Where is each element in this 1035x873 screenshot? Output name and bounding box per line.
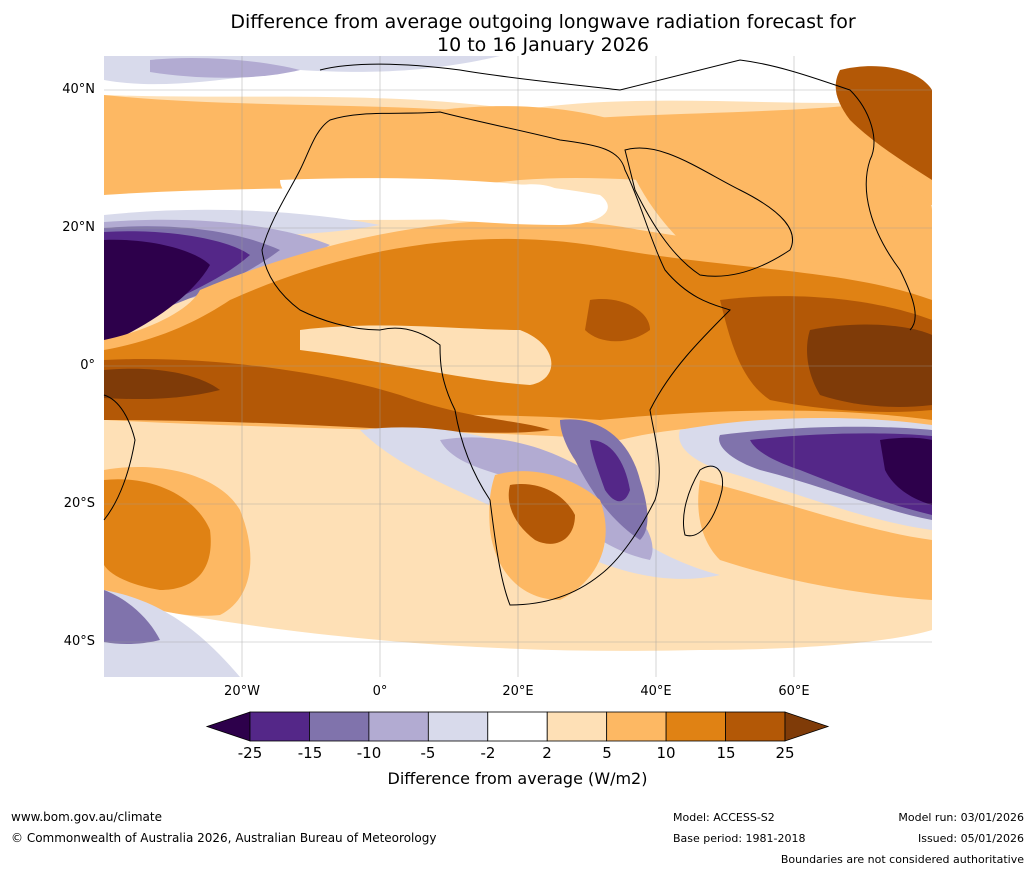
footer-disclaimer: Boundaries are not considered authoritat… [780, 853, 1024, 866]
footer-issued: Issued: 05/01/2026 [917, 832, 1024, 845]
southern-africa-brown [508, 484, 575, 544]
map-title-line1: Difference from average outgoing longwav… [230, 11, 856, 33]
colorbar-tick-label: 15 [716, 744, 736, 762]
footer-copyright: © Commonwealth of Australia 2026, Austra… [11, 831, 437, 845]
colorbar-segment [546, 711, 608, 742]
map-title-line2: 10 to 16 January 2026 [437, 34, 649, 56]
colorbar-tick-label: -25 [237, 744, 263, 762]
arabia-orange [620, 140, 932, 290]
graticule [104, 56, 932, 677]
lat-label-40s: 40°S [63, 634, 95, 649]
lon-label-20e: 20°E [502, 684, 534, 699]
colorbar-tick-label: 10 [656, 744, 676, 762]
colorbar-tick-label: 5 [602, 744, 612, 762]
lon-label-60e: 60°E [778, 684, 810, 699]
colorbar-extend-high [784, 711, 830, 742]
colorbar-segment [665, 711, 726, 742]
colorbar-tick-label: -2 [480, 744, 496, 762]
mozambique-dark-purple [590, 440, 630, 502]
north-africa-orange [440, 106, 640, 157]
atlantic-south-dark-orange [104, 479, 211, 590]
himalaya-brown [835, 66, 932, 180]
colorbar-segment [368, 711, 429, 742]
colorbar-tick-label: 2 [542, 744, 552, 762]
colorbar-segment [487, 711, 548, 742]
colorbar-tick-label: -15 [297, 744, 323, 762]
colorbar-tick-label: 25 [775, 744, 795, 762]
sahara-white [280, 178, 608, 225]
lon-label-0: 0° [372, 684, 388, 699]
colorbar-title: Difference from average (W/m2) [387, 769, 648, 788]
colorbar-extend-low [205, 711, 251, 742]
south-white-band [104, 600, 932, 677]
coastlines [103, 59, 916, 606]
footer-base-period: Base period: 1981-2018 [673, 832, 806, 845]
east-south-orange [698, 480, 932, 600]
madagascar-coastline [682, 465, 724, 537]
colorbar-segment [606, 711, 667, 742]
colorbar-segment [427, 711, 489, 742]
footer-model-run: Model run: 03/01/2026 [898, 811, 1024, 824]
north-purple-patch [150, 58, 300, 78]
footer-model: Model: ACCESS-S2 [673, 811, 775, 824]
lat-label-20n: 20°N [62, 220, 95, 235]
sahel-white-gap [300, 325, 552, 385]
africa-coastline [261, 111, 731, 606]
colorbar-segment [725, 711, 786, 742]
gulf-dark-brown [104, 368, 220, 400]
colorbar-tick-label: -10 [356, 744, 382, 762]
colorbar-segment [309, 711, 370, 742]
footer-website: www.bom.gov.au/climate [11, 810, 162, 824]
equatorial-brown [104, 359, 550, 433]
colorbar-segment [249, 711, 310, 742]
south-america-coastline [103, 394, 136, 521]
lat-label-40n: 40°N [62, 82, 95, 97]
central-africa-brown [585, 299, 650, 342]
indian-ocean-darkest-purple [880, 437, 932, 505]
lon-label-20w: 20°W [224, 684, 260, 699]
lat-label-0: 0° [80, 358, 95, 373]
lat-label-20s: 20°S [63, 496, 95, 511]
west-darkest-purple [104, 239, 210, 345]
arabia-coastline [624, 147, 793, 277]
europe-coastline [319, 59, 916, 331]
colorbar-tick-label: -5 [420, 744, 436, 762]
lon-label-40e: 40°E [640, 684, 672, 699]
southwest-purple [104, 590, 160, 645]
colorbar [205, 711, 830, 742]
